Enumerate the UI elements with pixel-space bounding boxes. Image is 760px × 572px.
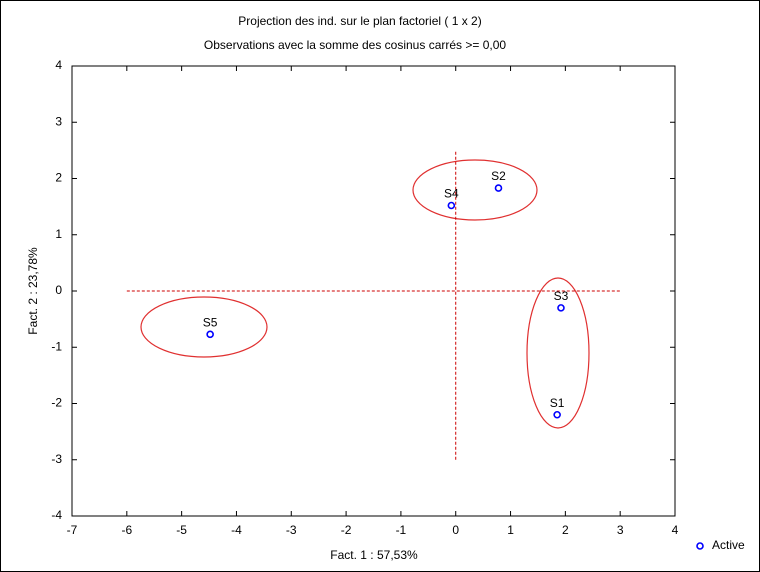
- group-ellipse: [140, 296, 268, 358]
- point: [206, 330, 214, 339]
- y-tick-label: 2: [55, 171, 62, 185]
- x-tick-label: -7: [67, 523, 78, 537]
- x-tick-label: 2: [562, 523, 569, 537]
- y-axis-label: Fact. 2 : 23,78%: [26, 247, 40, 335]
- point: [557, 304, 565, 312]
- point: [553, 410, 561, 419]
- y-tick-label: 4: [55, 58, 62, 72]
- chart-subtitle: Observations avec la somme des cosinus c…: [204, 38, 506, 52]
- x-tick-label: 1: [507, 523, 514, 537]
- x-tick-label: 0: [452, 523, 459, 537]
- point: [447, 201, 456, 210]
- x-axis-label: Fact. 1 : 57,53%: [330, 548, 418, 562]
- point-label: S2: [491, 169, 506, 183]
- x-tick-label: -1: [396, 523, 407, 537]
- x-tick-label: -2: [341, 523, 352, 537]
- point-label: S3: [554, 289, 569, 303]
- point-label: S5: [203, 315, 218, 329]
- y-tick-label: 0: [55, 283, 62, 297]
- legend-marker: [696, 542, 704, 550]
- group-ellipse: [412, 159, 538, 221]
- chart-title: Projection des ind. sur le plan factorie…: [238, 14, 481, 28]
- point-label: S1: [550, 396, 565, 410]
- y-tick-label: -1: [51, 339, 62, 353]
- y-tick-label: 1: [55, 227, 62, 241]
- x-tick-label: 4: [672, 523, 679, 537]
- y-tick-label: 3: [55, 114, 62, 128]
- legend-label: Active: [712, 538, 745, 552]
- point-label: S4: [444, 187, 459, 201]
- y-tick-label: -2: [51, 396, 62, 410]
- group-ellipse: [526, 277, 590, 429]
- x-tick-label: -6: [121, 523, 132, 537]
- x-tick-label: -4: [231, 523, 242, 537]
- x-tick-label: 3: [617, 523, 624, 537]
- x-tick-label: -5: [176, 523, 187, 537]
- y-tick-label: -4: [51, 508, 62, 522]
- x-tick-label: -3: [286, 523, 297, 537]
- y-tick-label: -3: [51, 452, 62, 466]
- point: [494, 184, 503, 192]
